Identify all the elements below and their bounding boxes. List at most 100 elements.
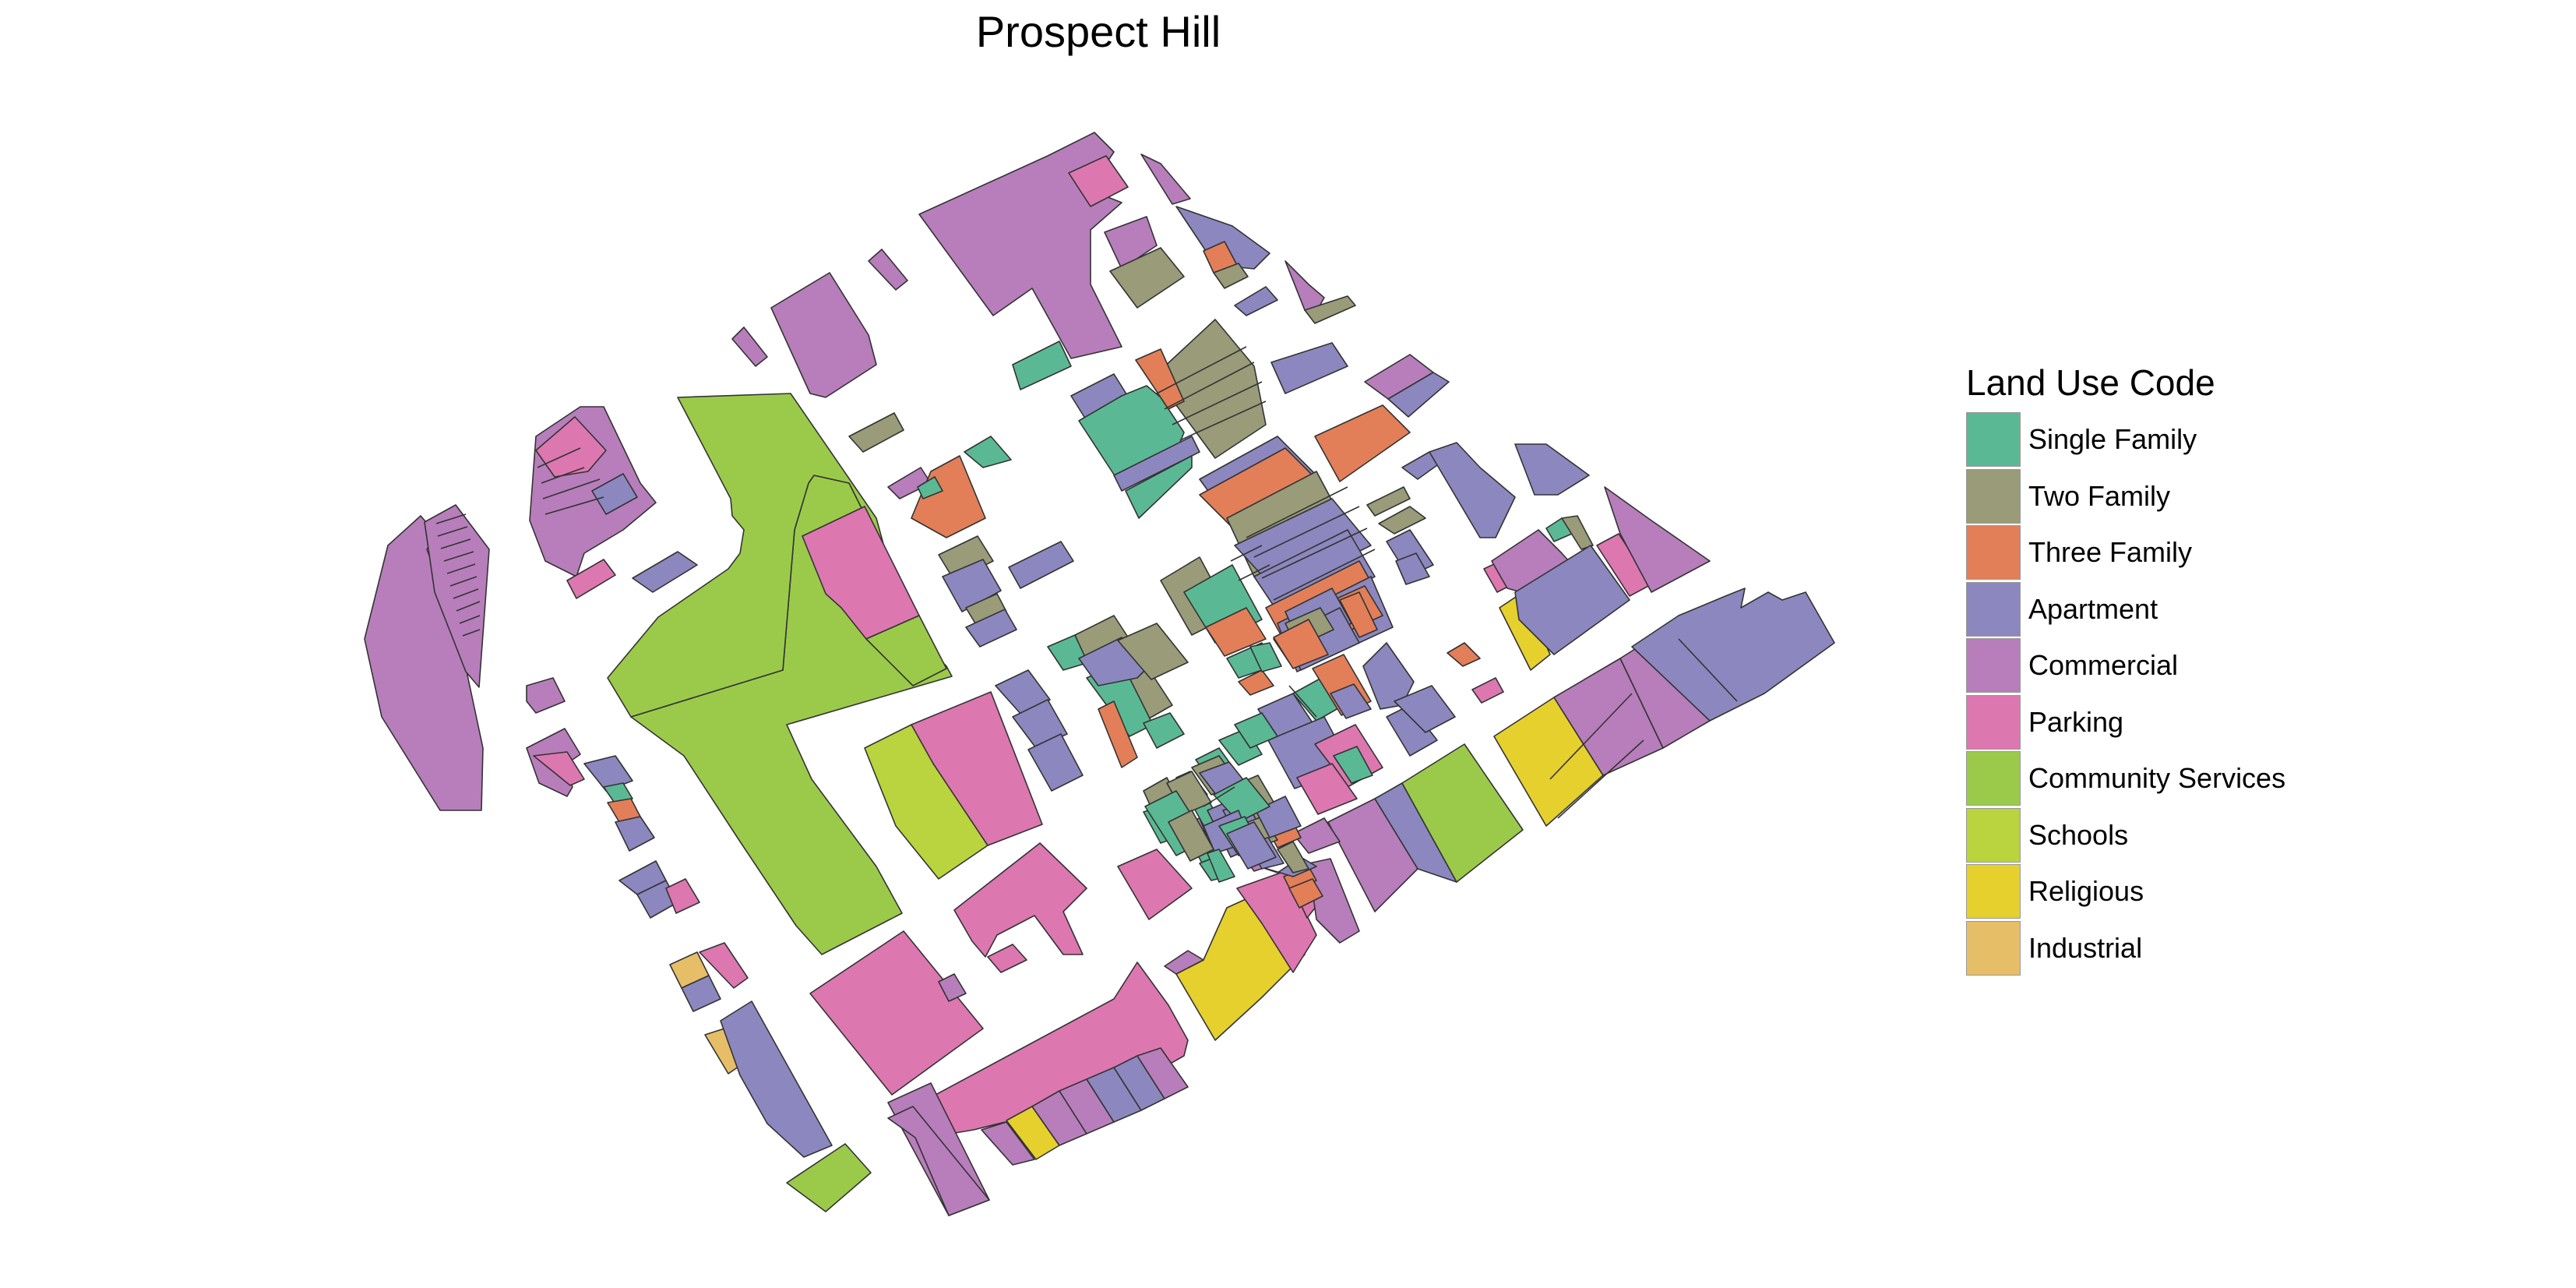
parcel-boundary <box>544 496 604 515</box>
parcel-comm <box>1136 1047 1189 1099</box>
parcel-two <box>938 535 994 581</box>
parcel-apt <box>1514 443 1590 496</box>
parcel-park <box>665 878 700 914</box>
parcel-cs <box>1401 743 1524 883</box>
parcel-boundary <box>449 576 477 587</box>
legend-swatch-two <box>1966 468 2021 524</box>
parcel-single <box>1213 777 1270 823</box>
parcel-boundary <box>462 629 481 637</box>
parcel-boundary <box>1253 506 1360 558</box>
parcel-boundary <box>537 447 581 468</box>
legend-item-three: Three Family <box>1966 524 2285 581</box>
parcel-apt <box>1008 541 1074 589</box>
parcel-boundary <box>1156 346 1247 394</box>
parcel-two <box>1304 295 1356 324</box>
legend-label-rel: Religious <box>2028 875 2144 908</box>
parcel-two <box>1117 623 1189 680</box>
legend-label-three: Three Family <box>2028 536 2193 569</box>
parcel-two <box>848 412 904 453</box>
legend-item-park: Parking <box>1966 694 2285 751</box>
parcel-three <box>1238 669 1274 696</box>
parcel-park <box>566 559 616 599</box>
parcel-boundary <box>1238 564 1270 581</box>
parcel-single <box>1012 341 1072 390</box>
legend-item-apt: Apartment <box>1966 581 2285 638</box>
parcel-boundary <box>1557 739 1644 819</box>
parcel-two <box>1277 841 1309 873</box>
parcel-boundary <box>440 538 471 549</box>
legend-item-single: Single Family <box>1966 411 2285 468</box>
parcel-apt <box>1514 545 1630 655</box>
parcel-apt <box>583 755 633 792</box>
parcel-three <box>1098 700 1138 768</box>
parcel-three <box>1288 878 1323 909</box>
legend-title: Land Use Code <box>1966 362 2215 403</box>
legend-label-cs: Community Services <box>2028 762 2286 795</box>
parcel-apt <box>720 1000 833 1158</box>
parcel-three <box>1205 607 1267 657</box>
parcel-three <box>1447 642 1481 667</box>
parcel-boundary <box>435 513 467 524</box>
parcel-comm <box>424 504 490 688</box>
parcel-boundary <box>1288 685 1317 718</box>
parcel-two <box>1213 263 1249 289</box>
parcel-comm <box>526 677 566 714</box>
parcel-apt <box>632 551 698 593</box>
parcel-boundary <box>541 467 585 484</box>
parcel-apt <box>1234 286 1278 316</box>
parcel-two <box>1378 506 1426 535</box>
legend-swatch-three <box>1966 525 2021 580</box>
parcel-single <box>1234 712 1278 749</box>
legend-label-park: Parking <box>2028 705 2124 738</box>
parcel-apt <box>1113 436 1200 492</box>
parcel-two <box>1168 810 1214 862</box>
parcel-boundary <box>1203 786 1235 807</box>
map-title: Prospect Hill <box>975 7 1221 56</box>
legend-swatch-park <box>1966 694 2021 750</box>
parcel-park <box>1296 763 1358 815</box>
parcel-park <box>987 944 1027 973</box>
parcel-apt <box>942 559 1002 612</box>
parcel-single <box>1125 455 1193 519</box>
parcel-boundary <box>459 615 481 624</box>
parcel-cs <box>786 1143 872 1212</box>
parcel-boundary <box>1179 401 1267 441</box>
legend-label-comm: Commercial <box>2028 649 2179 682</box>
parcel-boundary <box>1172 381 1263 425</box>
parcel-comm <box>918 132 1122 359</box>
parcel-boundary <box>542 478 601 499</box>
parcel-park <box>953 842 1087 958</box>
legend-item-comm: Commercial <box>1966 637 2285 694</box>
parcel-comm <box>868 249 908 291</box>
legend-swatch-single <box>1966 412 2021 468</box>
legend-swatch-school <box>1966 807 2021 863</box>
parcel-park <box>1471 677 1504 704</box>
legend-label-two: Two Family <box>2028 479 2171 512</box>
parcel-boundary <box>1678 638 1738 702</box>
parcel-park <box>533 751 585 786</box>
legend: Land Use Code Single Family Two Family Thr… <box>1966 362 2285 976</box>
parcel-park <box>699 942 749 989</box>
parcel-comm <box>1292 817 1341 854</box>
parcel-two <box>1109 247 1185 309</box>
parcel-single <box>1143 712 1185 749</box>
parcel-boundary <box>443 551 474 562</box>
legend-items: Single Family Two Family Three Family Apart… <box>1966 411 2285 976</box>
parcel-three <box>1314 404 1411 482</box>
parcel-three <box>911 455 986 538</box>
parcel-apt <box>1387 372 1450 418</box>
parcel-comm <box>1284 260 1325 312</box>
parcel-single <box>917 476 943 499</box>
parcel-two <box>1366 486 1411 517</box>
parcel-apt <box>1395 552 1430 585</box>
parcel-park <box>925 962 1189 1138</box>
parcel-apt <box>615 816 655 852</box>
parcel-boundary <box>1261 528 1368 579</box>
parcel-comm <box>1140 154 1191 205</box>
parcel-comm <box>1308 858 1360 944</box>
legend-item-ind: Industrial <box>1966 920 2285 977</box>
parcel-rel <box>1499 591 1551 671</box>
parcel-comm <box>731 326 768 367</box>
parcel-park <box>911 691 1043 846</box>
